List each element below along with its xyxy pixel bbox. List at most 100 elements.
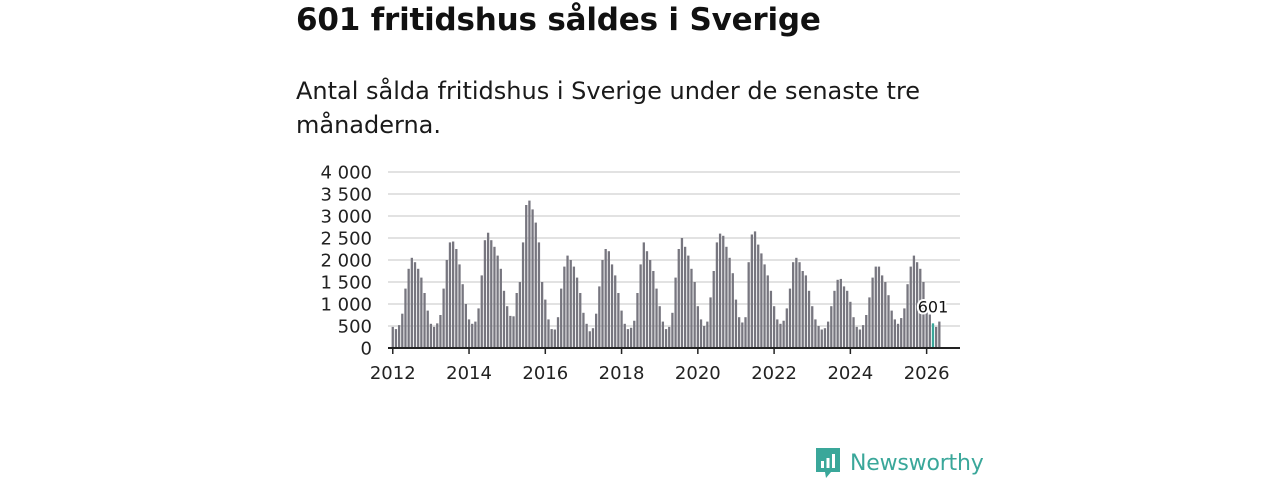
bar: [855, 326, 858, 348]
bar: [753, 231, 757, 348]
bar: [461, 284, 464, 348]
bar: [861, 325, 865, 348]
bar: [629, 327, 633, 348]
bar: [779, 323, 782, 348]
bar: [868, 297, 871, 348]
bar: [499, 268, 502, 348]
x-tick-label: 2024: [827, 363, 873, 384]
bar: [893, 319, 896, 348]
bar: [550, 329, 553, 348]
bar: [645, 251, 649, 348]
bar: [512, 316, 515, 348]
bar: [420, 277, 423, 348]
bar: [490, 240, 493, 348]
bar: [582, 312, 585, 348]
bar: [928, 314, 931, 348]
bar: [884, 282, 887, 348]
bar: [693, 282, 696, 348]
bar: [413, 262, 417, 348]
x-axis-ticks: 2012 2014 2016 2018 2020 2022 2024 2026: [370, 347, 960, 384]
bar: [506, 306, 509, 348]
bar: [556, 317, 560, 348]
bar: [938, 321, 941, 348]
bar: [871, 277, 874, 348]
bar: [480, 275, 483, 348]
bar: [639, 264, 642, 348]
bar: [585, 323, 588, 348]
bar: [518, 282, 522, 348]
bar: [601, 260, 604, 348]
bar: [595, 313, 598, 348]
annotations: 601: [916, 296, 951, 319]
bar: [537, 242, 541, 348]
bar: [912, 255, 916, 348]
bar: [852, 317, 855, 348]
bar: [718, 233, 722, 348]
bar: [725, 246, 728, 348]
bar: [614, 275, 617, 348]
bar: [709, 297, 712, 348]
bar: [706, 321, 709, 348]
bar: [617, 293, 620, 348]
bar: [747, 262, 750, 348]
chart-subtitle: Antal sålda fritidshus i Sverige under d…: [296, 77, 921, 139]
bar: [397, 325, 401, 348]
bar: [404, 288, 407, 348]
bar: [448, 242, 452, 348]
bar: [544, 299, 547, 348]
brand-name: Newsworthy: [850, 450, 984, 476]
bar: [579, 293, 582, 348]
bar: [814, 319, 817, 348]
bar: [509, 315, 512, 348]
bar: [655, 288, 658, 348]
bar: [540, 282, 544, 348]
bar: [563, 266, 566, 348]
y-tick-label: 2 500: [320, 229, 372, 250]
bar: [560, 288, 563, 348]
bar: [547, 319, 550, 348]
bar: [401, 313, 404, 348]
brand-logo: Newsworthy: [814, 446, 984, 480]
bar: [728, 257, 731, 348]
bar: [830, 306, 833, 348]
bar: [715, 242, 719, 348]
x-tick-label: 2016: [522, 363, 568, 384]
x-tick-label: 2026: [904, 363, 950, 384]
bar: [610, 264, 614, 348]
y-tick-label: 4 000: [320, 163, 372, 184]
bar: [823, 328, 827, 348]
bar: [766, 275, 769, 348]
bar: [887, 295, 890, 348]
gridlines: [388, 171, 960, 327]
bar: [471, 323, 474, 348]
bar: [865, 315, 868, 348]
bar: [900, 318, 903, 348]
bar: [502, 290, 506, 348]
bar: [604, 249, 607, 348]
bar: [477, 308, 480, 348]
bar: [483, 240, 487, 348]
bar: [763, 264, 766, 348]
bar: [699, 319, 703, 348]
bar: [687, 255, 690, 348]
bar: [925, 304, 928, 348]
bar: [642, 242, 645, 348]
bar: [553, 329, 556, 348]
bar: [671, 312, 674, 348]
bar: [591, 328, 595, 348]
y-tick-label: 500: [338, 317, 372, 338]
bar: [836, 279, 839, 348]
bar: [731, 273, 734, 348]
bar: [658, 306, 661, 348]
bar: [566, 255, 569, 348]
bar: [452, 241, 455, 348]
bar: [515, 293, 518, 348]
bar: [820, 329, 823, 348]
bar: [817, 326, 820, 348]
bar: [680, 238, 684, 348]
bar: [757, 244, 760, 348]
bar: [881, 275, 884, 348]
bar: [652, 271, 655, 348]
x-tick-label: 2018: [599, 363, 645, 384]
bar: [801, 271, 804, 348]
